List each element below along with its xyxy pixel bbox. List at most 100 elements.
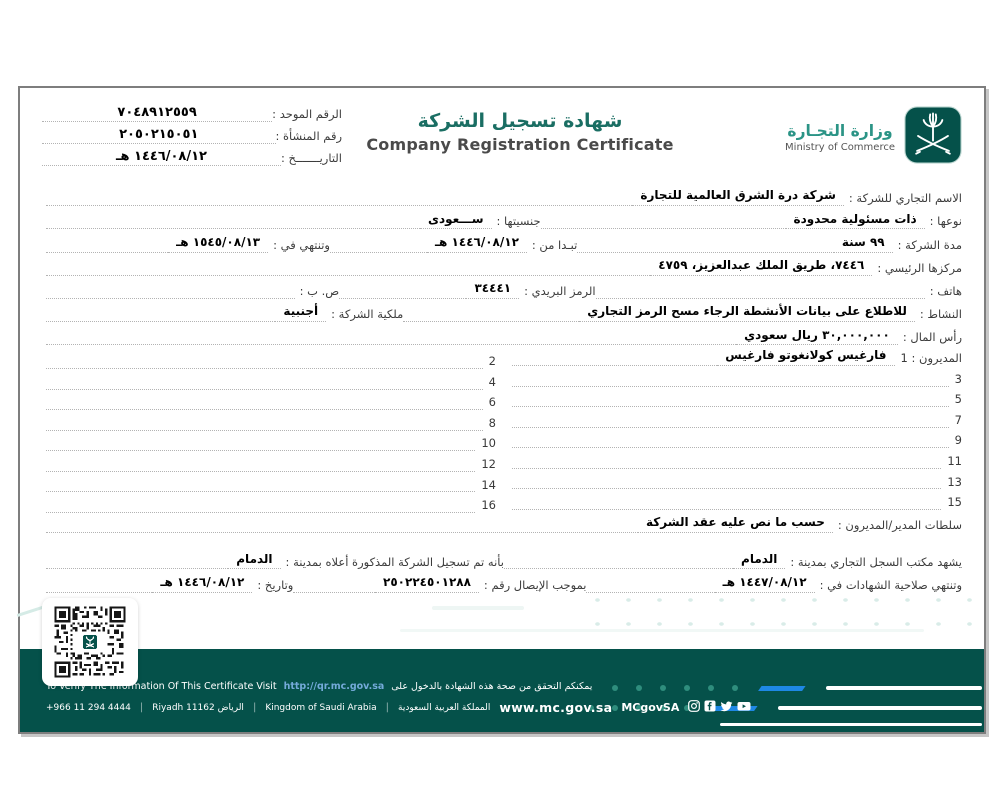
phone-postal-row: هاتف : الرمز البريدي : ٣٤٤٤١ ص. ب : (46, 276, 962, 299)
social-icons (688, 700, 751, 715)
light-line-decoration (400, 629, 924, 632)
receipt-number-value: ٢٥٠٢٢٤٥٠١٢٨٨ (375, 575, 479, 593)
issue-date-label: التاريـــــــخ : (281, 151, 342, 165)
light-line-decoration (432, 606, 524, 610)
certificate: الرقم الموحد : ٧٠٤٨٩١٢٥٥٩ رقم المنشأة : … (16, 86, 986, 734)
ministry-brand: وزارة التجـارة Ministry of Commerce (785, 106, 962, 168)
ownership-value: أجنبية (275, 305, 327, 323)
end-date-label: وتنتهي في : (273, 237, 330, 252)
twitter-icon[interactable] (720, 700, 733, 715)
ministry-name-english: Ministry of Commerce (785, 141, 895, 153)
unified-number-value: ٧٠٤٨٩١٢٥٥٩ (117, 105, 197, 120)
white-line-decoration (826, 686, 982, 690)
manager-authority-label: سلطات المدير/المديرون : (837, 518, 962, 533)
manager-slot-14: 14 (481, 477, 496, 492)
capital-label: رأس المال : (902, 330, 962, 345)
receipt-date-value: ١٤٤٦/٠٨/١٢ هـ (152, 575, 253, 593)
manager-slot-5: 5 (954, 392, 962, 407)
contact-line: +966 11 294 4444 | Riyadh 11162 الرياض |… (46, 700, 751, 715)
verify-url-link[interactable]: http://qr.mc.gov.sa (283, 681, 385, 692)
manager-slot-16: 16 (481, 498, 496, 513)
manager-authority-row: سلطات المدير/المديرون : حسب ما نص عليه ع… (46, 510, 962, 534)
postal-code-label: الرمز البريدي : (524, 284, 596, 298)
registry-office-label: يشهد مكتب السجل التجاري بمدينة : (790, 554, 962, 569)
issue-date-value: ١٤٤٦/٠٨/١٢ هـ (116, 149, 207, 164)
phone-label: هاتف : (929, 284, 962, 298)
white-line-decoration (720, 723, 982, 726)
trade-name-label: الاسم التجاري للشركة : (848, 191, 962, 206)
registry-office-city: الدمام (733, 552, 786, 570)
managers-row-2: 3 4 (46, 366, 962, 390)
headquarters-label: مركزها الرئيسي : (877, 260, 962, 275)
manager-slot-13: 13 (947, 474, 962, 489)
headquarters-value: ٧٤٤٦، طريق الملك عبدالعزيز، ٤٧٥٩ (650, 258, 873, 276)
footer-bar: To Verify The Information Of This Certif… (20, 649, 984, 732)
facility-number-value: ٢٠٥٠٢١٥٠٥١ (119, 127, 199, 142)
verify-text-ar: يمكنكم التحقق من صحة هذه الشهادة بالدخول… (391, 681, 593, 692)
activity-value: للاطلاع على بيانات الأنشطة الرجاء مسح ال… (579, 305, 915, 323)
title-english: Company Registration Certificate (366, 135, 674, 154)
facebook-icon[interactable] (704, 700, 716, 715)
start-date-value: ١٤٤٦/٠٨/١٢ هـ (426, 235, 527, 253)
activity-ownership-row: النشاط : للاطلاع على بيانات الأنشطة الرج… (46, 299, 962, 323)
manager-1-name: فارغيس كولانغوتو فارغيس (717, 348, 895, 366)
duration-value: ٩٩ سنة (833, 235, 893, 253)
ministry-name-arabic: وزارة التجـارة (787, 121, 893, 140)
footer-website-link[interactable]: www.mc.gov.sa (499, 700, 613, 715)
capital-row: رأس المال : ٣٠,٠٠٠,٠٠٠ ريال سعودي (46, 322, 962, 346)
footer-decoration-row-1 (612, 685, 982, 691)
managers-row-6: 11 12 (46, 448, 962, 472)
instagram-icon[interactable] (688, 700, 701, 715)
certificate-title: شهادة تسجيل الشركة Company Registration … (320, 110, 720, 154)
footer-country-ar: المملكة العربية السعودية (398, 702, 491, 713)
manager-slot-10: 10 (481, 436, 496, 451)
registered-in-city: الدمام (228, 552, 281, 570)
manager-slot-11: 11 (947, 454, 962, 469)
header-numbers-block: الرقم الموحد : ٧٠٤٨٩١٢٥٥٩ رقم المنشأة : … (42, 100, 342, 166)
footer-social-handle: MCgovSA (621, 701, 680, 714)
verify-text-en: To Verify The Information Of This Certif… (46, 681, 277, 692)
footer-decoration-row-2 (588, 705, 982, 711)
attestation-city-row: يشهد مكتب السجل التجاري بمدينة : الدمام … (46, 546, 962, 570)
white-line-decoration (778, 706, 982, 710)
duration-row: مدة الشركة : ٩٩ سنة تبـدا من : ١٤٤٦/٠٨/١… (46, 229, 962, 253)
start-date-label: تبـدا من : (531, 237, 578, 252)
ownership-label: ملكية الشركة : (331, 307, 404, 322)
end-date-value: ١٥٤٥/٠٨/١٣ هـ (168, 235, 269, 253)
managers-row-8: 15 16 (46, 489, 962, 514)
manager-slot-8: 8 (488, 415, 496, 430)
manager-slot-9: 9 (954, 433, 962, 448)
youtube-icon[interactable] (737, 700, 751, 715)
manager-slot-3: 3 (954, 371, 962, 386)
facility-number-row: رقم المنشأة : ٢٠٥٠٢١٥٠٥١ (42, 122, 342, 144)
trade-name-row: الاسم التجاري للشركة : شركة درة الشرق ال… (46, 183, 962, 207)
managers-row-1: المديرون : 1 فارغيس كولانغوتو فارغيس 2 (46, 345, 962, 369)
postal-code-value: ٣٤٤٤١ (466, 281, 520, 299)
receipt-number-label: بموجب الإيصال رقم : (483, 577, 587, 592)
manager-slot-6: 6 (488, 395, 496, 410)
manager-authority-value: حسب ما نص عليه عقد الشركة (638, 516, 833, 534)
activity-label: النشاط : (919, 307, 962, 322)
manager-slot-12: 12 (481, 457, 496, 472)
managers-row-5: 9 10 (46, 428, 962, 452)
type-nationality-row: نوعها : ذات مسئولية محدودة جنسيتها : ســ… (46, 206, 962, 230)
footer-phone: +966 11 294 4444 (46, 702, 131, 713)
unified-number-label: الرقم الموحد : (272, 107, 342, 121)
blue-dash-decoration (758, 685, 806, 691)
registered-in-label: بأنه تم تسجيل الشركة المذكورة أعلاه بمدي… (285, 554, 504, 569)
trade-name-value: شركة درة الشرق العالمية للتجارة (632, 189, 844, 207)
managers-row-3: 5 6 (46, 387, 962, 411)
footer-country-en: Kingdom of Saudi Arabia (265, 702, 377, 713)
ministry-emblem-icon (904, 106, 962, 168)
footer-city: Riyadh 11162 الرياض (152, 702, 244, 713)
issue-date-row: التاريـــــــخ : ١٤٤٦/٠٨/١٢ هـ (42, 144, 342, 166)
company-type-value: ذات مسئولية محدودة (785, 212, 925, 230)
managers-label: المديرون : 1 (900, 351, 962, 366)
managers-row-4: 7 8 (46, 407, 962, 431)
capital-value: ٣٠,٠٠٠,٠٠٠ ريال سعودي (736, 328, 898, 346)
manager-slot-2: 2 (488, 354, 496, 369)
title-arabic: شهادة تسجيل الشركة (417, 110, 623, 132)
unified-number-row: الرقم الموحد : ٧٠٤٨٩١٢٥٥٩ (42, 100, 342, 122)
duration-label: مدة الشركة : (897, 237, 962, 252)
